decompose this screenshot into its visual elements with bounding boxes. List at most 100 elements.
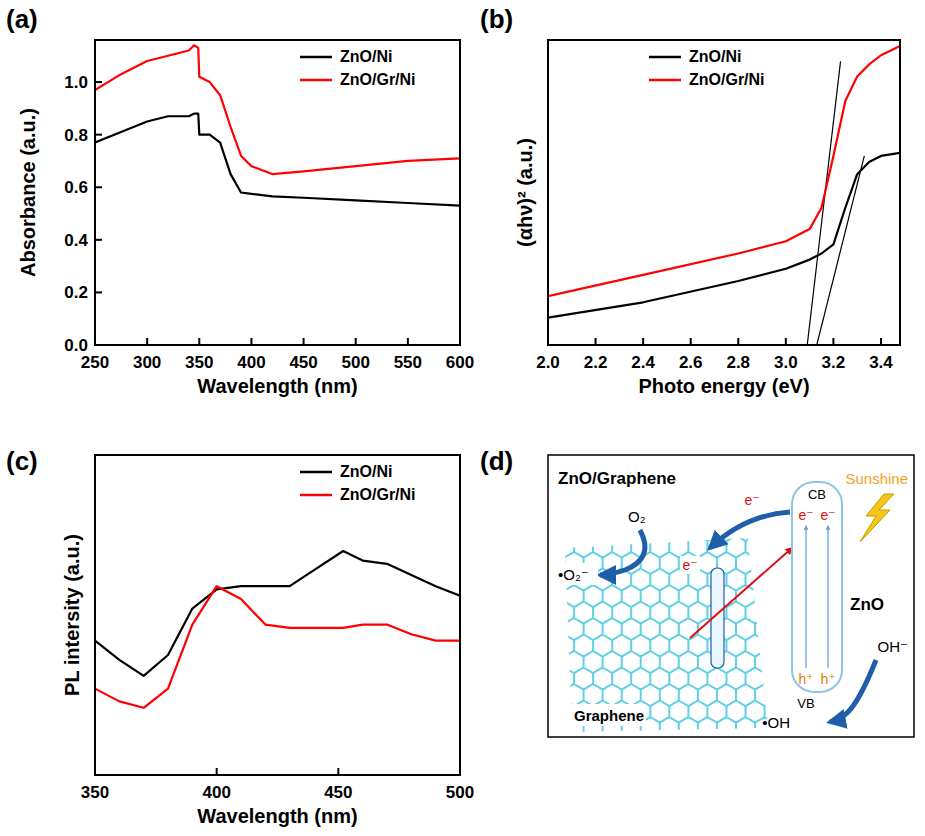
legend-swatch	[300, 471, 332, 474]
cb-electron: e⁻	[798, 507, 813, 523]
series-line	[548, 153, 900, 318]
diagram: (d)ZnO/GrapheneGrapheneCBe⁻e⁻h⁺h⁺VBZnOSu…	[480, 446, 914, 836]
x-tick-label: 550	[394, 353, 422, 372]
series-line	[548, 46, 900, 296]
legend-swatch	[300, 79, 332, 82]
y-tick	[95, 81, 102, 83]
plot-area	[95, 45, 460, 205]
x-tick	[216, 768, 218, 775]
x-tick-label: 600	[446, 353, 474, 372]
lightning	[860, 494, 894, 542]
red-arrow	[690, 548, 792, 638]
legend-label: ZnO/Ni	[689, 48, 741, 65]
legend-label: ZnO/Ni	[340, 463, 392, 480]
y-tick	[95, 239, 102, 241]
y-axis-title: Absorbance (a.u.)	[17, 108, 39, 277]
legend-label: ZnO/Gr/Ni	[340, 71, 416, 88]
x-tick	[355, 338, 357, 345]
reduction-arrow	[600, 530, 645, 575]
x-tick	[832, 338, 834, 345]
legend-swatch	[649, 56, 681, 59]
x-tick	[146, 338, 148, 345]
x-tick-label: 350	[185, 353, 213, 372]
legend: ZnO/Ni ZnO/Gr/Ni	[300, 48, 416, 88]
x-tick-label: 450	[324, 783, 352, 802]
label-patch	[556, 563, 598, 585]
y-tick	[95, 186, 102, 188]
label-patch	[570, 704, 646, 726]
x-tick	[785, 338, 787, 345]
legend-swatch	[300, 494, 332, 497]
transfer-arrow	[710, 512, 790, 548]
o2-label: O₂	[628, 508, 646, 525]
x-tick-label: 250	[81, 353, 109, 372]
x-axis-title: Wavelength (nm)	[197, 805, 357, 827]
x-tick-label: 400	[202, 783, 230, 802]
x-tick	[595, 338, 597, 345]
x-tick-label: 450	[289, 353, 317, 372]
panel-label: (b)	[480, 4, 513, 34]
legend-label: ZnO/Gr/Ni	[340, 486, 416, 503]
x-tick	[337, 768, 339, 775]
x-tick-label: 300	[133, 353, 161, 372]
y-tick	[95, 291, 102, 293]
x-tick-label: 350	[81, 783, 109, 802]
x-tick	[642, 338, 644, 345]
x-tick-label: 500	[342, 353, 370, 372]
panel-label: (c)	[6, 446, 38, 476]
x-tick-label: 2.2	[584, 353, 608, 372]
label-patch	[680, 556, 700, 574]
y-tick-label: 1.0	[64, 73, 88, 92]
legend: ZnO/Ni ZnO/Gr/Ni	[649, 48, 765, 88]
panel-label: (a)	[6, 4, 38, 34]
zno-label: ZnO	[850, 595, 884, 614]
diagram-title: ZnO/Graphene	[558, 469, 676, 488]
legend-swatch	[300, 56, 332, 59]
cb-electron: e⁻	[820, 507, 835, 523]
y-tick-label: 0.6	[64, 178, 88, 197]
transfer-electron: e⁻	[682, 557, 697, 573]
zno-capsule	[792, 482, 842, 692]
y-tick-label: 0.0	[64, 336, 88, 355]
x-tick	[407, 338, 409, 345]
vb-hole: h⁺	[798, 671, 813, 687]
excitation-arrow	[827, 526, 828, 668]
graphene-lattice	[546, 519, 822, 836]
y-axis-title: PL intersity (a.u.)	[61, 534, 83, 696]
vb-label: VB	[797, 696, 814, 711]
x-tick	[690, 338, 692, 345]
legend-label: ZnO/Gr/Ni	[689, 71, 765, 88]
plot-frame	[548, 40, 900, 345]
plot-area	[548, 46, 900, 345]
y-tick-label: 0.4	[64, 231, 88, 250]
x-tick-label: 3.2	[822, 353, 846, 372]
x-tick	[737, 338, 739, 345]
graphene-hexagons	[546, 519, 822, 836]
x-tick	[198, 338, 200, 345]
chart-panel: (a)2503003504004505005506000.00.20.40.60…	[6, 4, 474, 397]
fit-line	[807, 61, 840, 345]
oxidation-arrow	[830, 660, 876, 722]
cb-label: CB	[808, 487, 826, 502]
plot-frame	[95, 455, 460, 775]
legend: ZnO/Ni ZnO/Gr/Ni	[300, 463, 416, 503]
legend-label: ZnO/Ni	[340, 48, 392, 65]
x-tick	[250, 338, 252, 345]
y-tick	[95, 134, 102, 136]
transfer-electron: e⁻	[744, 492, 759, 508]
x-axis-title: Photo energy (eV)	[638, 375, 809, 397]
y-tick-label: 0.8	[64, 126, 88, 145]
x-axis-title: Wavelength (nm)	[197, 375, 357, 397]
plot-frame	[95, 40, 460, 345]
x-tick	[880, 338, 882, 345]
series-line	[95, 45, 460, 174]
panel-label: (d)	[480, 446, 513, 476]
hydroxide-label: OH⁻	[878, 638, 908, 655]
light-label: Sunshine	[845, 470, 908, 487]
plot-area	[95, 551, 460, 708]
x-tick-label: 2.6	[679, 353, 703, 372]
x-tick-label: 3.0	[774, 353, 798, 372]
x-tick-label: 2.4	[631, 353, 655, 372]
chart-panel: (c)350400450500Wavelength (nm)PL intersi…	[6, 446, 474, 827]
x-tick-label: 3.4	[869, 353, 893, 372]
